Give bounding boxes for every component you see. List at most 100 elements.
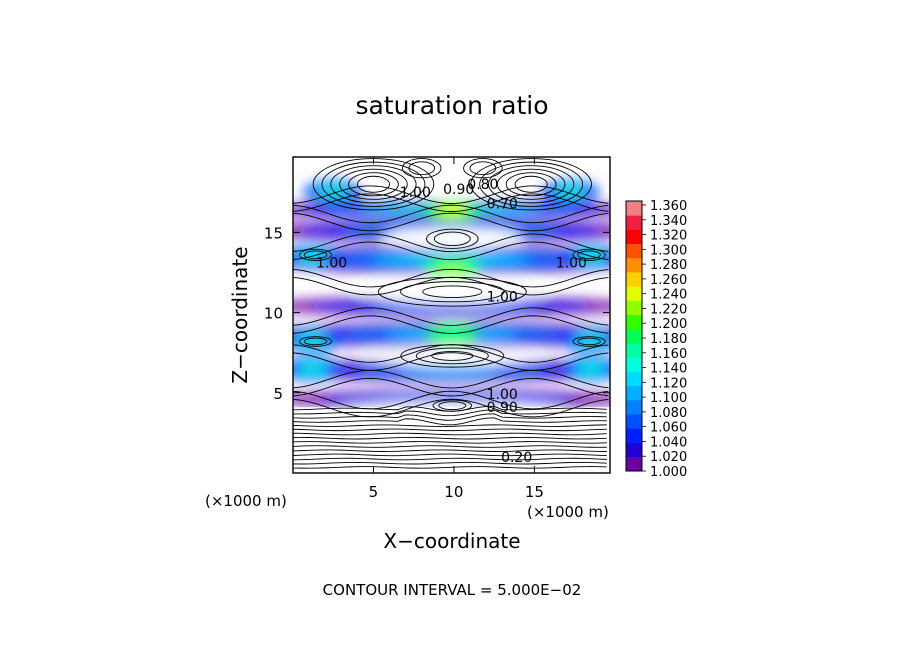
- colorbar-label: 1.280: [650, 258, 687, 273]
- contour-swirl: [496, 168, 566, 200]
- contour-cell: [408, 161, 436, 176]
- dry-region: [357, 276, 548, 305]
- heat-lobe-core: [574, 362, 607, 375]
- heat-peak: [438, 329, 467, 342]
- contour-line: [293, 417, 607, 426]
- plot-area: 1.00 0.900.800.701.00 1.001.001.000.900.20: [293, 157, 610, 473]
- contour-ring: [432, 399, 473, 412]
- colorbar-swatch: [626, 343, 642, 358]
- contour-ring: [298, 248, 333, 261]
- colorbar-label: 1.060: [650, 421, 687, 436]
- contour-line: [293, 436, 607, 440]
- colorbar-label: 1.240: [650, 288, 687, 303]
- dry-region: [382, 227, 523, 250]
- colorbar-swatch: [626, 399, 642, 415]
- contour-label: 1.00: [400, 185, 431, 201]
- contour-line: [293, 432, 607, 436]
- contour-line: [293, 315, 609, 334]
- contour-line: [293, 185, 609, 204]
- dry-upper-layer: [293, 157, 610, 172]
- contour-line: [293, 369, 609, 389]
- colorbar-swatch: [626, 314, 642, 330]
- colorbar-label: 1.020: [650, 450, 687, 465]
- contour-line: [293, 352, 609, 371]
- contour-ring: [431, 350, 474, 361]
- contour-ring: [377, 276, 527, 307]
- colorbar-label: 1.180: [650, 332, 687, 347]
- contour-label: 0.90: [443, 182, 474, 198]
- contour-swirl: [339, 168, 408, 200]
- colorbar-label: 1.220: [650, 302, 687, 317]
- x-axis-label: X−coordinate: [383, 529, 520, 553]
- dry-region: [362, 345, 543, 366]
- colorbar-label: 1.300: [650, 243, 687, 258]
- colorbar-label: 1.040: [650, 435, 687, 450]
- colorbar-swatch: [626, 385, 642, 401]
- contour-line: [293, 441, 607, 444]
- contour-swirl: [330, 165, 417, 204]
- contour-ring: [433, 231, 471, 246]
- contour-line: [293, 409, 607, 417]
- contour-ring: [422, 285, 483, 298]
- colorbar-label: 1.320: [650, 229, 687, 244]
- chart-title: saturation ratio: [355, 91, 548, 120]
- colorbar-swatch: [626, 257, 642, 273]
- contour-swirl: [488, 165, 575, 204]
- y-tick-label: 15: [264, 224, 283, 242]
- x-tick-label: 15: [525, 483, 544, 501]
- heat-lobe-core: [296, 362, 329, 375]
- contour-label: 1.00: [487, 289, 518, 305]
- contour-ring: [400, 281, 505, 303]
- colorbar-swatch: [626, 456, 642, 472]
- contour-ring: [303, 250, 328, 260]
- colorbar-swatch: [626, 215, 642, 230]
- contour-line: [293, 457, 607, 461]
- colorbar-swatch: [626, 286, 642, 301]
- colorbar-label: 1.000: [650, 465, 687, 480]
- x-tick-label: 5: [369, 483, 379, 501]
- contour-line: [293, 268, 609, 288]
- contour-swirl: [514, 175, 548, 193]
- colorbar-label: 1.100: [650, 391, 687, 406]
- heat-band: [402, 367, 501, 374]
- contour-line: [293, 193, 609, 212]
- colorbar-label: 1.080: [650, 406, 687, 421]
- contour-label: 0.70: [487, 196, 518, 212]
- contour-ring: [572, 336, 606, 347]
- colorbar-swatch: [626, 442, 642, 458]
- contour-ring: [572, 248, 606, 261]
- contour-layer: [293, 158, 609, 469]
- contour-swirl: [479, 161, 584, 207]
- contour-line: [293, 449, 607, 452]
- colorbar-swatch: [626, 357, 642, 372]
- contour-swirl: [356, 175, 390, 193]
- colorbar-label: 1.140: [650, 362, 687, 377]
- dry-lower-layer: [293, 407, 610, 473]
- colorbar-label: 1.200: [650, 317, 687, 332]
- colorbar-swatch: [626, 201, 642, 216]
- contour-line: [293, 428, 607, 432]
- contour-ring: [426, 228, 479, 249]
- contour-swirl: [348, 172, 399, 197]
- colorbar-label: 1.120: [650, 376, 687, 391]
- contour-line: [293, 233, 609, 253]
- contour-line: [293, 445, 607, 448]
- x-axis: 5 10 15: [369, 157, 544, 501]
- contour-ring: [415, 347, 489, 365]
- contour-ring: [577, 250, 601, 260]
- contour-ring: [303, 337, 328, 346]
- contour-label: 0.80: [467, 177, 498, 193]
- colorbar-frame: [625, 200, 643, 472]
- contour-line: [293, 453, 607, 457]
- contour-line: [293, 466, 607, 469]
- x-tick-label: 10: [444, 483, 463, 501]
- colorbar-label: 1.160: [650, 347, 687, 362]
- contour-line: [293, 461, 607, 465]
- contour-line: [293, 413, 607, 421]
- contour-interval-note: CONTOUR INTERVAL = 5.000E−02: [323, 581, 582, 599]
- colorbar-swatch: [626, 300, 642, 316]
- contour-line: [293, 204, 609, 224]
- contour-cell: [469, 161, 497, 176]
